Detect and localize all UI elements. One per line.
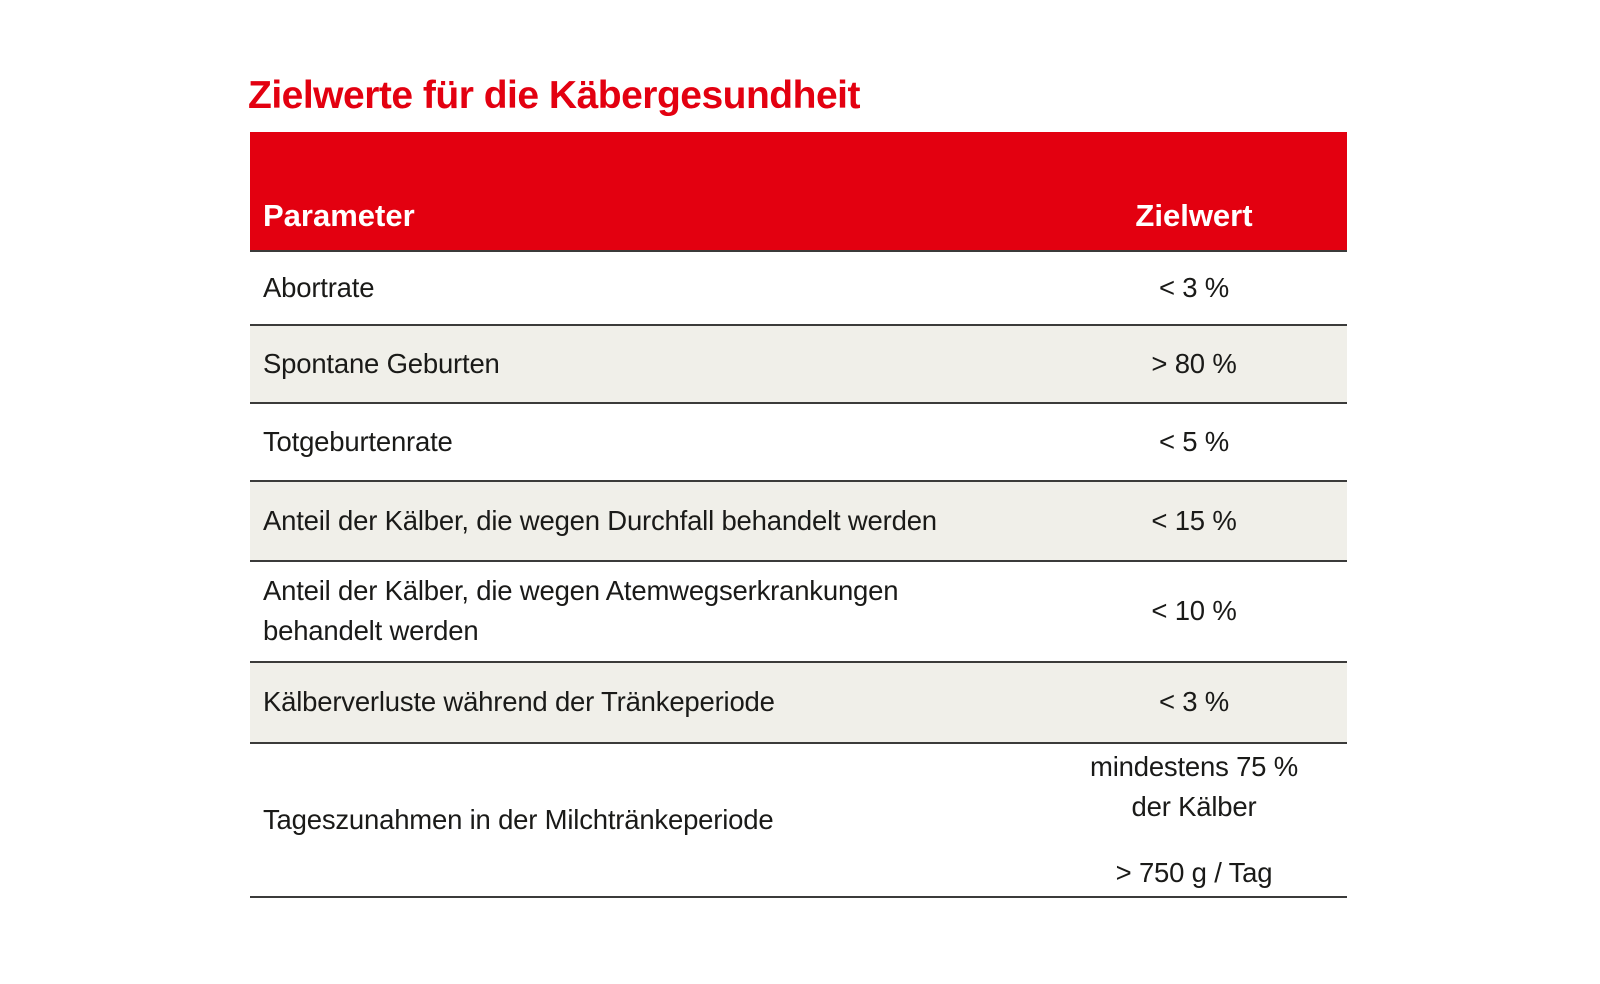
table-row: Abortrate < 3 %	[250, 249, 1347, 324]
parameter-cell: Abortrate	[263, 271, 375, 303]
value-cell: < 3 %	[1158, 271, 1230, 303]
table-row: Totgeburtenrate < 5 %	[250, 401, 1347, 480]
value-line-1: mindestens 75 %	[1090, 751, 1298, 783]
page-title: Zielwerte für die Käbergesundheit	[248, 74, 860, 117]
table-figure: Zielwerte für die Käbergesundheit Parame…	[248, 74, 1347, 898]
value-cell: > 80 %	[1151, 347, 1237, 379]
table-header-row: Parameter Zielwert	[250, 131, 1347, 250]
parameter-line-1: Anteil der Kälber, die wegen Atemwegserk…	[263, 575, 899, 607]
value-cell: < 15 %	[1151, 504, 1237, 536]
column-header-parameter: Parameter	[263, 197, 415, 233]
parameter-cell: Anteil der Kälber, die wegen Atemwegserk…	[250, 571, 1041, 651]
value-cell: < 3 %	[1158, 686, 1230, 718]
parameter-cell: Anteil der Kälber, die wegen Durchfall b…	[263, 504, 937, 536]
parameter-cell: Kälberverluste während der Tränkeperiode	[263, 686, 775, 718]
parameter-cell: Tageszunahmen in der Milchtränkeperiode	[263, 803, 774, 835]
value-cell: mindestens 75 % der Kälber > 750 g / Tag	[1041, 747, 1347, 893]
table-row: Anteil der Kälber, die wegen Durchfall b…	[250, 479, 1347, 560]
table-row: Tageszunahmen in der Milchtränkeperiode …	[250, 741, 1347, 896]
value-line-2: der Kälber	[1131, 790, 1257, 822]
table-row: Kälberverluste während der Tränkeperiode…	[250, 660, 1347, 742]
table-row: Spontane Geburten > 80 %	[250, 323, 1347, 402]
column-header-zielwert: Zielwert	[1135, 197, 1253, 233]
parameter-line-2: behandelt werden	[263, 615, 479, 647]
value-line-3: > 750 g / Tag	[1115, 856, 1273, 888]
target-values-table: Parameter Zielwert Abortrate < 3 % Spont…	[250, 131, 1347, 898]
value-cell: < 10 %	[1151, 595, 1237, 627]
table-row: Anteil der Kälber, die wegen Atemwegserk…	[250, 559, 1347, 661]
value-cell: < 5 %	[1158, 425, 1230, 457]
parameter-cell: Totgeburtenrate	[263, 425, 453, 457]
parameter-cell: Spontane Geburten	[263, 347, 500, 379]
